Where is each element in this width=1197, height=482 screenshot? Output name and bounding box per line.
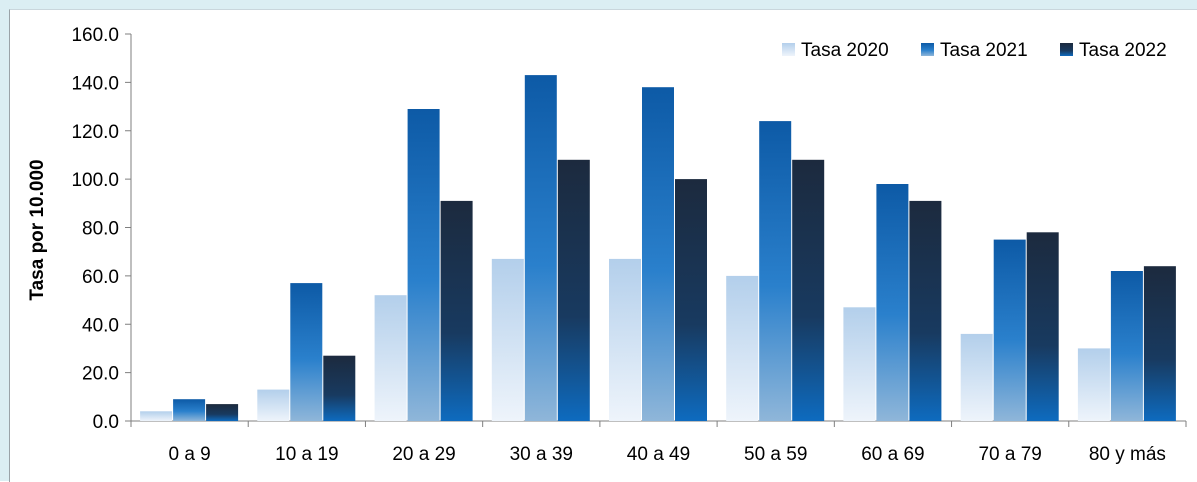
bar-tasa-2021 bbox=[993, 239, 1026, 421]
bar-tasa-2022 bbox=[206, 404, 239, 421]
bar-tasa-2021 bbox=[173, 399, 206, 421]
bar-tasa-2022 bbox=[675, 179, 707, 421]
bars bbox=[140, 75, 1176, 422]
x-tick-label: 20 a 29 bbox=[392, 444, 455, 465]
x-tick-label: 60 a 69 bbox=[861, 444, 924, 465]
x-tick-label: 10 a 19 bbox=[275, 444, 338, 465]
x-tick-label: 50 a 59 bbox=[744, 444, 807, 465]
legend-swatch bbox=[1060, 43, 1073, 56]
bar-tasa-2022 bbox=[557, 159, 590, 422]
bar-tasa-2021 bbox=[759, 121, 792, 421]
legend: Tasa 2020 Tasa 2021 Tasa 2022 bbox=[782, 40, 1167, 61]
legend-swatch bbox=[782, 43, 795, 56]
y-tick-label: 160.0 bbox=[71, 25, 119, 46]
legend-label: Tasa 2022 bbox=[1079, 40, 1167, 61]
x-tick-label: 70 a 79 bbox=[978, 444, 1041, 465]
y-tick-label: 20.0 bbox=[82, 364, 119, 385]
bar-tasa-2020 bbox=[960, 333, 993, 421]
bar-tasa-2022 bbox=[909, 200, 942, 421]
bar-tasa-2021 bbox=[407, 109, 440, 421]
y-tick-label: 40.0 bbox=[82, 315, 119, 336]
x-tick-label: 80 y más bbox=[1089, 444, 1166, 465]
bar-tasa-2022 bbox=[1026, 232, 1059, 421]
y-tick-label: 100.0 bbox=[71, 170, 119, 191]
bar-tasa-2022 bbox=[440, 200, 473, 421]
x-tick-label: 40 a 49 bbox=[627, 444, 690, 465]
bar-tasa-2020 bbox=[843, 307, 876, 421]
y-axis-label: Tasa por 10.000 bbox=[27, 159, 48, 300]
bar-tasa-2020 bbox=[491, 258, 524, 421]
x-tick-label: 30 a 39 bbox=[510, 444, 573, 465]
bar-tasa-2022 bbox=[1143, 266, 1176, 421]
bar-tasa-2020 bbox=[140, 411, 173, 421]
x-axis: 0 a 9 10 a 19 20 a 29 30 a 39 40 a 49 50 a 59… bbox=[130, 420, 1187, 465]
y-tick-label: 60.0 bbox=[82, 267, 119, 288]
y-tick-label: 0.0 bbox=[93, 412, 119, 433]
x-tick-label: 0 a 9 bbox=[168, 444, 210, 465]
bar-tasa-2021 bbox=[876, 184, 909, 421]
bar-tasa-2020 bbox=[374, 295, 407, 421]
y-tick-label: 140.0 bbox=[71, 73, 119, 94]
bar-tasa-2020 bbox=[609, 258, 641, 421]
legend-label: Tasa 2020 bbox=[801, 40, 889, 61]
bar-tasa-2021 bbox=[290, 283, 323, 421]
bar-tasa-2022 bbox=[792, 159, 825, 422]
y-tick-label: 80.0 bbox=[82, 219, 119, 240]
y-axis: 0.0 20.0 40.0 60.0 80.0 100.0 120.0 140.0 160.0 bbox=[71, 25, 132, 433]
bar-tasa-2021 bbox=[642, 87, 674, 421]
bar-tasa-2021 bbox=[524, 75, 557, 421]
bar-tasa-2020 bbox=[1077, 348, 1110, 421]
legend-label: Tasa 2021 bbox=[940, 40, 1028, 61]
bar-tasa-2022 bbox=[323, 355, 356, 421]
bar-tasa-2021 bbox=[1110, 271, 1143, 421]
bar-tasa-2020 bbox=[726, 275, 759, 421]
bar-tasa-2020 bbox=[257, 389, 290, 421]
legend-swatch bbox=[921, 43, 934, 56]
y-tick-label: 120.0 bbox=[71, 122, 119, 143]
